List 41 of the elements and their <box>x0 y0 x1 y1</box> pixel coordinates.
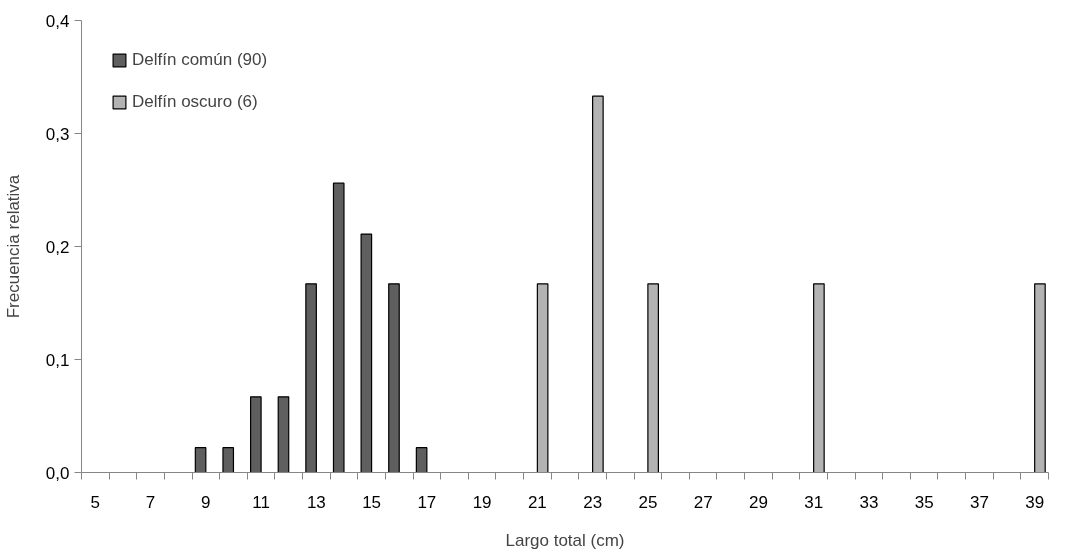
bar <box>277 396 290 473</box>
bar <box>222 447 235 473</box>
x-tick-label: 31 <box>804 492 824 512</box>
legend-label: Delfín oscuro (6) <box>132 92 258 112</box>
x-tick-label: 19 <box>472 492 492 512</box>
x-tick-label: 21 <box>527 492 547 512</box>
y-tick-label: 0,0 <box>45 463 70 483</box>
x-tick-label: 33 <box>859 492 879 512</box>
x-tick-label: 17 <box>417 492 437 512</box>
bar <box>360 233 373 473</box>
x-tick-label: 25 <box>638 492 658 512</box>
x-tick-label: 23 <box>583 492 603 512</box>
y-tick-label: 0,2 <box>45 237 70 257</box>
y-tick-label: 0,4 <box>45 11 70 31</box>
legend-label: Delfín común (90) <box>132 50 268 70</box>
bar <box>415 447 428 473</box>
x-tick-label: 15 <box>362 492 382 512</box>
y-tick-label: 0,3 <box>45 124 70 144</box>
bar <box>592 95 604 473</box>
bar <box>305 283 317 473</box>
x-tick-label: 35 <box>914 492 934 512</box>
bar <box>647 283 659 473</box>
bar <box>536 283 549 473</box>
x-axis-title: Largo total (cm) <box>505 530 625 550</box>
y-tick-label: 0,1 <box>45 350 70 370</box>
bar <box>194 447 207 473</box>
x-tick-label: 37 <box>969 492 989 512</box>
bar <box>388 283 400 473</box>
bar <box>813 283 825 473</box>
x-tick-label: 27 <box>693 492 713 512</box>
x-tick-label: 13 <box>306 492 326 512</box>
x-tick-label: 5 <box>90 492 101 512</box>
bar <box>332 182 345 473</box>
x-tick-label: 11 <box>252 492 270 512</box>
x-tick-label: 39 <box>1025 492 1045 512</box>
bar <box>1034 283 1046 473</box>
bar <box>249 396 262 473</box>
y-axis-title: Frecuencia relativa <box>3 174 23 319</box>
x-tick-label: 7 <box>145 492 156 512</box>
x-tick-label: 29 <box>748 492 768 512</box>
x-tick-label: 9 <box>201 492 211 512</box>
